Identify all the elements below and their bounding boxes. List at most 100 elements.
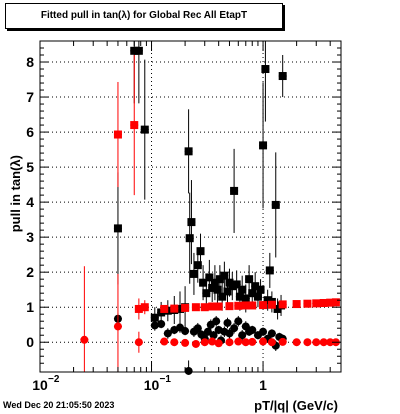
red_sigma-point <box>140 303 149 312</box>
black_sigma-point <box>263 296 272 305</box>
black_sigma-point <box>187 218 196 227</box>
x-tick-label: 10 <box>32 377 48 393</box>
y-tick-label: 0 <box>26 334 34 350</box>
y-axis-label: pull in tan(λ) <box>8 155 23 232</box>
red_mean-point <box>214 339 223 348</box>
red_mean-point <box>113 322 122 331</box>
y-tick-label: 2 <box>26 264 34 280</box>
x-tick-label: 10 <box>144 377 160 393</box>
red_sigma-point <box>214 302 223 311</box>
black_mean-point <box>259 327 268 336</box>
black_sigma-point <box>251 282 260 291</box>
black_mean-point <box>248 325 257 334</box>
black_sigma-point <box>134 46 143 55</box>
y-tick-label: 7 <box>26 89 34 105</box>
black_sigma-point <box>278 72 287 81</box>
black_mean-point <box>230 324 239 333</box>
black_sigma-point <box>218 292 227 301</box>
black_sigma-point <box>210 278 219 287</box>
black_sigma-point <box>150 313 159 322</box>
black_sigma-point <box>193 261 202 270</box>
red_mean-point <box>241 338 250 347</box>
red_mean-point <box>170 338 179 347</box>
x-tick-exponent: −2 <box>48 374 60 385</box>
red_sigma-point <box>278 300 287 309</box>
black_sigma-point <box>130 46 139 55</box>
black_mean-point <box>163 329 172 338</box>
red_mean-point <box>208 337 217 346</box>
red_sigma-point <box>113 130 122 139</box>
black_mean-point <box>193 324 202 333</box>
plot-frame-rect <box>39 40 342 373</box>
y-tick-label: 3 <box>26 229 34 245</box>
red_mean-point <box>278 337 287 346</box>
data-marks <box>80 41 340 375</box>
black_sigma-point <box>185 234 194 243</box>
date-stamp: Wed Dec 20 21:05:50 2023 <box>3 400 115 410</box>
red_sigma-point <box>248 301 257 310</box>
red_sigma-point <box>170 304 179 313</box>
x-tick-label: 1 <box>259 377 267 393</box>
red_mean-point <box>225 338 234 347</box>
red_sigma-point <box>191 303 200 312</box>
red_mean-point <box>303 338 312 347</box>
black_mean-point <box>267 329 276 338</box>
red_sigma-point <box>267 300 276 309</box>
red_sigma-point <box>208 302 217 311</box>
red_sigma-point <box>181 303 190 312</box>
red_sigma-point <box>319 298 328 307</box>
black_sigma-point <box>235 292 244 301</box>
y-tick-label: 1 <box>26 299 34 315</box>
black_sigma-point <box>113 224 122 233</box>
red_sigma-point <box>130 121 139 130</box>
black_sigma-point <box>223 287 232 296</box>
red_mean-point <box>134 338 143 347</box>
black_mean-point <box>212 317 221 326</box>
red_mean-point <box>319 338 328 347</box>
black_sigma-point <box>220 271 229 280</box>
y-tick-label: 8 <box>26 54 34 70</box>
y-tick-label: 4 <box>26 194 34 210</box>
red_sigma-point <box>234 301 243 310</box>
black_sigma-point <box>199 278 208 287</box>
y-tick-label: 5 <box>26 159 34 175</box>
black_sigma-point <box>196 247 205 256</box>
black_sigma-point <box>271 200 280 209</box>
black_sigma-point <box>238 285 247 294</box>
black_mean-point <box>225 329 234 338</box>
black_sigma-point <box>140 125 149 134</box>
red_mean-point <box>326 338 335 347</box>
x-tick-exponent: −1 <box>160 374 172 385</box>
red_sigma-point <box>326 298 335 307</box>
red_mean-point <box>160 337 169 346</box>
red_mean-point <box>191 339 200 348</box>
black_mean-point <box>223 318 232 327</box>
black_sigma-point <box>208 283 217 292</box>
black_sigma-point <box>261 65 270 74</box>
red_sigma-point <box>241 301 250 310</box>
black_sigma-point <box>253 292 262 301</box>
black_sigma-point <box>213 285 222 294</box>
black_sigma-point <box>215 275 224 284</box>
red_sigma-point <box>225 302 234 311</box>
black_mean-point <box>157 320 166 329</box>
black_sigma-point <box>265 266 274 275</box>
red_mean-point <box>200 338 209 347</box>
black_sigma-point <box>248 289 257 298</box>
black_sigma-point <box>241 294 250 303</box>
chart-title-box: Fitted pull in tan(λ) for Global Rec All… <box>5 3 283 29</box>
black_sigma-point <box>228 282 237 291</box>
red_mean-point <box>292 338 301 347</box>
red_sigma-point <box>303 299 312 308</box>
black_sigma-point <box>230 186 239 195</box>
red_mean-point <box>248 337 257 346</box>
black_mean-point <box>184 366 193 375</box>
black_mean-point <box>150 321 159 330</box>
black_sigma-point <box>189 269 198 278</box>
red_mean-point <box>267 338 276 347</box>
black_sigma-point <box>245 275 254 284</box>
y-tick-label: 6 <box>26 124 34 140</box>
